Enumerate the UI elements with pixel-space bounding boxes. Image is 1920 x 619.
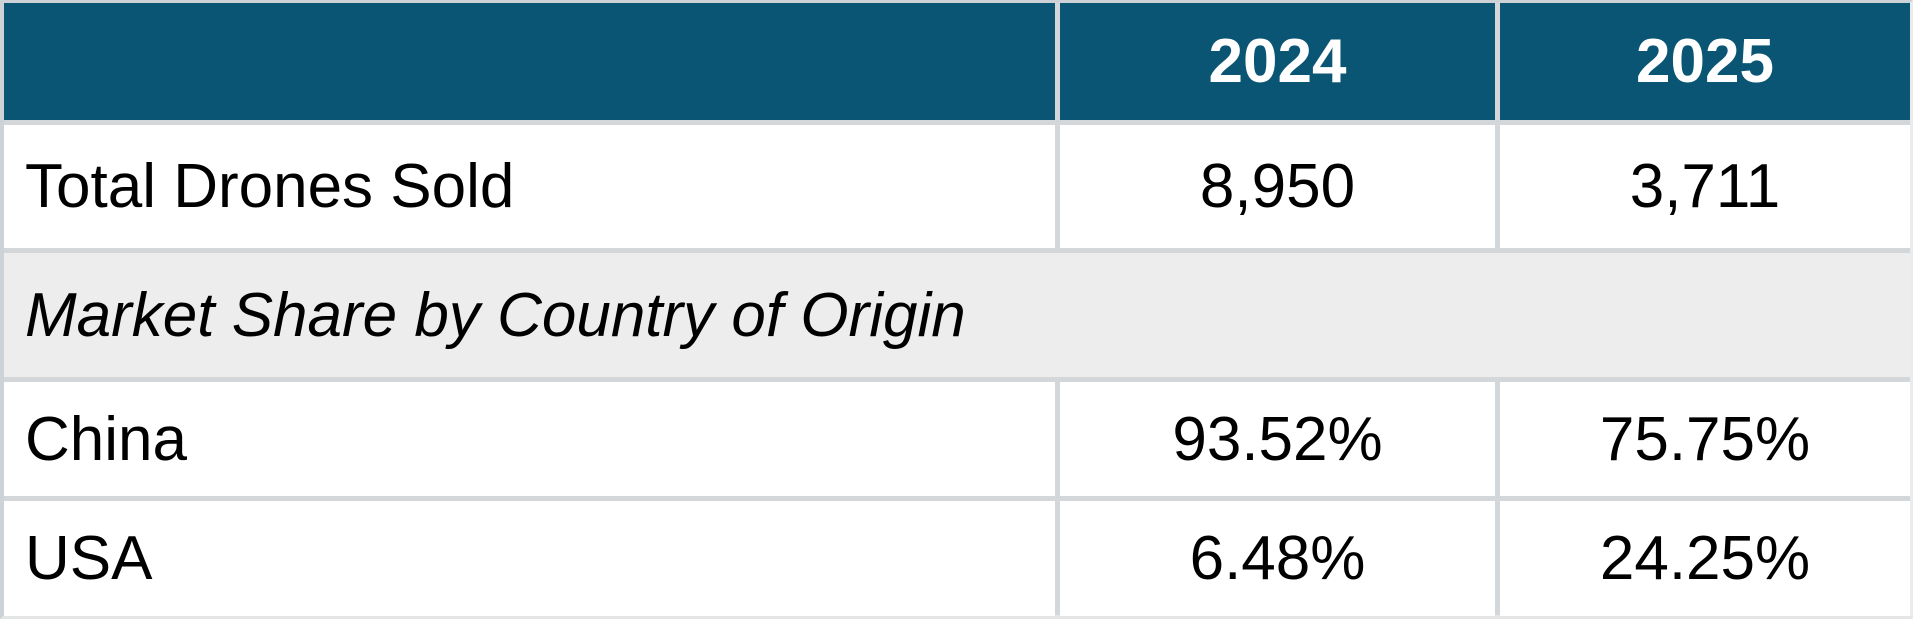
row-total-drones-value-2024: 8,950 <box>1060 125 1495 248</box>
row-usa-value-2025: 24.25% <box>1500 501 1910 616</box>
row-total-drones-value-2025: 3,711 <box>1500 125 1910 248</box>
header-cell-2025: 2025 <box>1500 3 1910 120</box>
row-usa-value-2024: 6.48% <box>1060 501 1495 616</box>
section-row-market-share: Market Share by Country of Origin <box>4 253 1910 377</box>
row-china-value-2025: 75.75% <box>1500 382 1910 496</box>
row-usa-label: USA <box>4 501 1055 616</box>
header-cell-2024: 2024 <box>1060 3 1495 120</box>
row-total-drones-label: Total Drones Sold <box>4 125 1055 248</box>
table-grid: 2024 2025 Total Drones Sold 8,950 3,711 … <box>4 3 1910 616</box>
row-china-label: China <box>4 382 1055 496</box>
row-china-value-2024: 93.52% <box>1060 382 1495 496</box>
header-cell-blank <box>4 3 1055 120</box>
